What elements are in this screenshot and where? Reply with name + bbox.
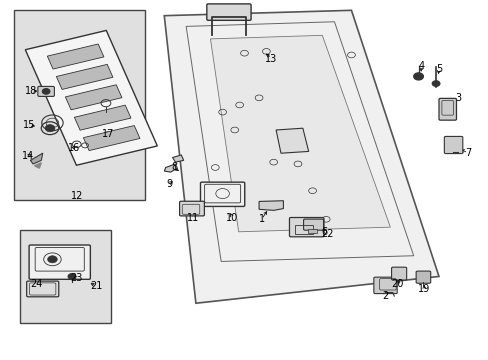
Polygon shape — [210, 35, 389, 232]
Bar — [294, 225, 312, 234]
FancyBboxPatch shape — [415, 271, 430, 283]
Text: 20: 20 — [391, 279, 403, 289]
Polygon shape — [164, 164, 175, 172]
FancyBboxPatch shape — [444, 136, 462, 154]
Text: 22: 22 — [320, 229, 333, 239]
Bar — [14, 10, 144, 200]
FancyBboxPatch shape — [206, 4, 250, 20]
Text: 4: 4 — [418, 61, 424, 71]
Text: 10: 10 — [226, 212, 238, 222]
Text: 6: 6 — [321, 227, 327, 237]
Text: 23: 23 — [70, 273, 83, 283]
Text: 11: 11 — [187, 212, 199, 222]
Polygon shape — [172, 155, 183, 162]
Text: 18: 18 — [25, 86, 38, 96]
Text: 16: 16 — [68, 143, 81, 153]
Text: 5: 5 — [435, 64, 441, 74]
FancyBboxPatch shape — [179, 201, 204, 216]
Polygon shape — [47, 44, 103, 69]
Text: 9: 9 — [166, 179, 172, 189]
FancyBboxPatch shape — [38, 86, 54, 96]
Text: 8: 8 — [171, 162, 177, 172]
FancyBboxPatch shape — [303, 219, 323, 230]
Polygon shape — [259, 201, 283, 210]
Text: 17: 17 — [102, 129, 114, 139]
FancyBboxPatch shape — [200, 182, 244, 206]
Text: 13: 13 — [264, 54, 277, 64]
Text: 14: 14 — [22, 151, 34, 161]
Text: 7: 7 — [464, 148, 470, 158]
Polygon shape — [164, 10, 438, 303]
Circle shape — [42, 89, 50, 94]
Polygon shape — [74, 105, 131, 130]
Text: 24: 24 — [30, 279, 42, 289]
Polygon shape — [276, 128, 308, 153]
Circle shape — [431, 81, 439, 86]
Text: 1: 1 — [258, 214, 264, 224]
Circle shape — [68, 274, 76, 279]
Circle shape — [45, 125, 55, 132]
Polygon shape — [56, 64, 113, 89]
Circle shape — [413, 73, 423, 80]
Text: 2: 2 — [382, 291, 388, 301]
Text: 19: 19 — [417, 284, 429, 294]
Text: 21: 21 — [90, 281, 102, 291]
Polygon shape — [25, 31, 157, 165]
Bar — [20, 230, 111, 323]
Text: 15: 15 — [23, 120, 36, 130]
FancyBboxPatch shape — [438, 98, 456, 120]
FancyBboxPatch shape — [373, 277, 396, 294]
FancyBboxPatch shape — [289, 217, 324, 237]
Text: 12: 12 — [70, 191, 83, 201]
FancyBboxPatch shape — [391, 267, 406, 280]
Text: 3: 3 — [454, 93, 461, 103]
Polygon shape — [34, 163, 41, 168]
Polygon shape — [65, 85, 122, 110]
FancyBboxPatch shape — [27, 281, 59, 297]
Polygon shape — [83, 126, 140, 150]
Circle shape — [47, 256, 57, 263]
FancyBboxPatch shape — [29, 245, 90, 279]
Polygon shape — [30, 153, 42, 164]
Bar — [307, 229, 316, 233]
